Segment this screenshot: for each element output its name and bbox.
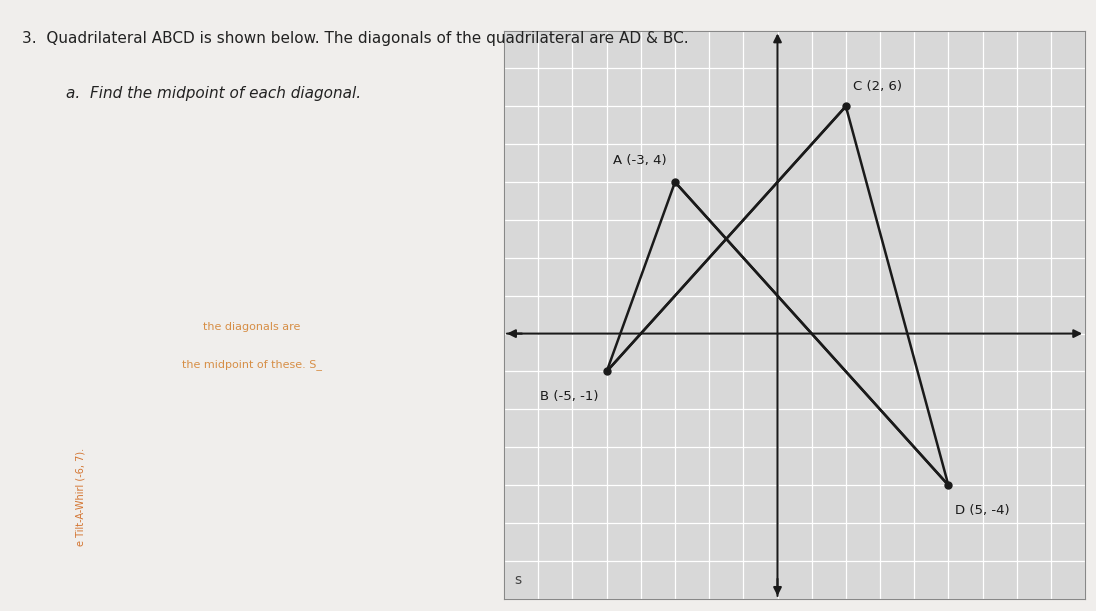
Text: B (-5, -1): B (-5, -1) [539, 390, 598, 403]
Text: s: s [514, 573, 522, 587]
Text: 3.  Quadrilateral ABCD is shown below. The diagonals of the quadrilateral are AD: 3. Quadrilateral ABCD is shown below. Th… [22, 31, 688, 46]
Text: a.  Find the midpoint of each diagonal.: a. Find the midpoint of each diagonal. [66, 86, 361, 101]
Text: e Tilt-A-Whirl (-6, 7).: e Tilt-A-Whirl (-6, 7). [76, 448, 85, 546]
Text: the midpoint of these. S_: the midpoint of these. S_ [182, 359, 322, 370]
Text: C (2, 6): C (2, 6) [853, 80, 902, 93]
Text: the diagonals are: the diagonals are [204, 322, 300, 332]
Text: D (5, -4): D (5, -4) [956, 504, 1009, 517]
Text: A (-3, 4): A (-3, 4) [613, 154, 666, 167]
